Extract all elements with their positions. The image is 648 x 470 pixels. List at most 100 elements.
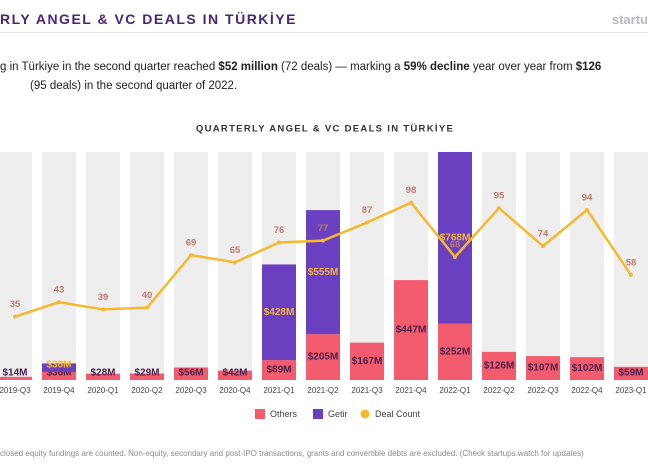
value-label: $29M [134, 368, 159, 379]
legend-label: Others [270, 409, 298, 419]
legend-swatch [255, 409, 265, 419]
point [277, 240, 281, 245]
value-label: $205M [308, 352, 339, 363]
header: RLY ANGEL & VC DEALS IN TÜRKİYE startu [0, 0, 648, 33]
bar-segment [614, 366, 648, 380]
text: (95 deals) in the second quarter of 2022… [30, 80, 238, 92]
value-label: $36M [46, 368, 71, 379]
bar-segment [174, 367, 208, 380]
bar-segment [350, 342, 384, 380]
value-label: 94 [582, 192, 593, 203]
x-tick-label: 2019-Q4 [43, 386, 75, 395]
legend-swatch [360, 409, 370, 419]
text: g in Türkiye in the second quarter reach… [0, 61, 219, 73]
column-bg [218, 152, 252, 380]
value-label: 39 [98, 292, 109, 303]
chart-title: QUARTERLY ANGEL & VC DEALS IN TÜRKİYE [196, 124, 454, 135]
bar-segment [394, 280, 428, 380]
x-tick-label: 2022-Q2 [483, 386, 515, 395]
x-tick-label: 2021-Q3 [351, 386, 383, 395]
legend-label: Getir [328, 409, 348, 419]
bar-segment [526, 356, 560, 380]
value-label: $447M [396, 325, 427, 336]
bar-segment [218, 370, 252, 380]
x-tick-label: 2022-Q4 [571, 386, 603, 395]
text: $126 [575, 61, 602, 73]
x-tick-label: 2021-Q4 [395, 386, 427, 395]
x-tick-label: 2023-Q1 [615, 386, 647, 395]
value-label: $89M [266, 365, 291, 376]
x-tick-label: 2022-Q1 [439, 386, 471, 395]
point [13, 314, 17, 319]
bar-segment [130, 373, 164, 380]
point [189, 253, 193, 258]
x-tick-label: 2020-Q4 [219, 386, 251, 395]
bar-segment [86, 373, 120, 380]
value-label: 74 [538, 229, 549, 240]
value-label: 35 [10, 299, 21, 310]
value-label: $28M [90, 368, 115, 379]
footnote: closed equity fundings are counted. Non-… [0, 449, 584, 458]
x-tick-label: 2019-Q3 [0, 386, 31, 395]
point [233, 260, 237, 265]
bar-segment [306, 334, 340, 380]
column-bg [350, 152, 384, 380]
point [101, 307, 105, 312]
point [409, 200, 413, 205]
value-label: $38M [46, 360, 71, 371]
value-label: 87 [362, 205, 373, 216]
value-label: $126M [484, 361, 515, 372]
value-label: $428M [264, 307, 295, 318]
value-label: $768M [440, 232, 471, 243]
value-label: 43 [54, 285, 65, 296]
text: (72 deals) — marking a [277, 61, 404, 73]
column-bg [130, 152, 164, 380]
bar-segment [306, 210, 340, 335]
point [321, 238, 325, 243]
column-bg [86, 152, 120, 380]
value-label: $555M [308, 267, 339, 278]
legend-swatch [313, 409, 323, 419]
text: year over year from [469, 61, 576, 73]
bar-segment [262, 360, 296, 380]
point [497, 206, 501, 211]
point [585, 207, 589, 212]
value-label: 98 [406, 185, 417, 196]
value-label: $252M [440, 346, 471, 357]
point [541, 244, 545, 249]
column-bg [570, 152, 604, 380]
chart: QUARTERLY ANGEL & VC DEALS IN TÜRKİYE 20… [0, 124, 648, 419]
value-label: 40 [142, 290, 153, 301]
point [629, 273, 633, 278]
text: 59% decline [403, 61, 470, 73]
point [145, 305, 149, 310]
bar-segment [42, 363, 76, 372]
value-label: 95 [494, 191, 505, 202]
point [453, 254, 457, 259]
value-label: $42M [222, 368, 247, 379]
column-bg [174, 152, 208, 380]
x-tick-label: 2022-Q3 [527, 386, 559, 395]
legend-label: Deal Count [375, 409, 421, 419]
bar-segment [482, 351, 516, 380]
x-tick-label: 2020-Q2 [131, 386, 163, 395]
text: $52 million [218, 61, 278, 73]
value-label: 68 [450, 239, 461, 250]
value-label: $167M [352, 356, 383, 367]
value-label: $59M [618, 368, 643, 379]
bar-segment [42, 371, 76, 380]
bar-segment [0, 376, 32, 380]
value-label: 69 [186, 238, 197, 249]
column-bg [482, 152, 516, 380]
value-label: 77 [318, 223, 329, 234]
page-title: RLY ANGEL & VC DEALS IN TÜRKİYE [0, 11, 297, 27]
point [365, 220, 369, 225]
lead-text: g in Türkiye in the second quarter reach… [0, 58, 648, 96]
value-label: $102M [572, 363, 603, 374]
column-bg [526, 152, 560, 380]
value-label: $14M [2, 368, 27, 379]
bar-segment [438, 152, 472, 324]
column-bg [614, 152, 648, 380]
x-tick-label: 2021-Q1 [263, 386, 295, 395]
brand: startu [611, 12, 648, 27]
